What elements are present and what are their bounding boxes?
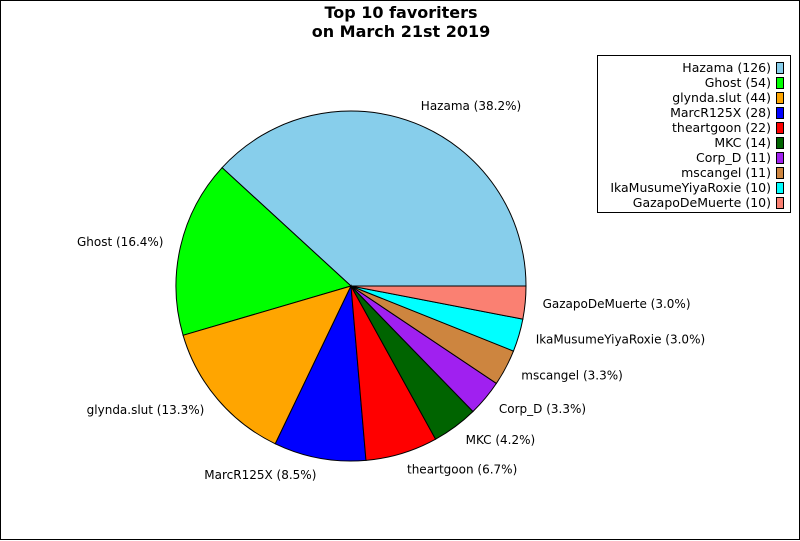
pie-slice-marcr125x — [274, 284, 367, 462]
chart-title: Top 10 favoriters on March 21st 2019 — [311, 3, 491, 41]
legend-item: Ghost (54) — [705, 75, 784, 90]
legend-item: Hazama (126) — [682, 60, 784, 75]
legend-swatch — [776, 136, 784, 149]
legend-swatch — [776, 106, 784, 119]
slice-label: mscangel (3.3%) — [521, 368, 623, 382]
legend-label: GazapoDeMuerte (10) — [632, 195, 771, 210]
legend-swatch — [776, 91, 784, 104]
pie-slice-glynda-slut — [182, 285, 352, 445]
legend-item: GazapoDeMuerte (10) — [633, 195, 784, 210]
legend-item: mscangel (11) — [681, 165, 784, 180]
legend-label: MKC (14) — [714, 135, 771, 150]
slice-label: Corp_D (3.3%) — [499, 402, 586, 416]
legend-label: glynda.slut (44) — [672, 90, 771, 105]
legend-label: Hazama (126) — [682, 60, 771, 75]
legend-swatch — [776, 61, 784, 74]
legend-swatch — [776, 196, 784, 209]
slice-label: Ghost (16.4%) — [77, 235, 164, 249]
legend-item: theartgoon (22) — [672, 120, 784, 135]
legend-label: IkaMusumeYiyaRoxie (10) — [610, 180, 771, 195]
legend-swatch — [776, 121, 784, 134]
legend-label: Corp_D (11) — [696, 150, 771, 165]
slice-label: Hazama (38.2%) — [421, 99, 521, 113]
legend-item: IkaMusumeYiyaRoxie (10) — [610, 180, 784, 195]
legend-item: MarcR125X (28) — [670, 105, 784, 120]
slice-label: IkaMusumeYiyaRoxie (3.0%) — [536, 333, 705, 347]
legend-label: Ghost (54) — [704, 75, 771, 90]
slice-label: MarcR125X (8.5%) — [204, 468, 316, 482]
legend-label: MarcR125X (28) — [670, 105, 771, 120]
legend-swatch — [776, 181, 784, 194]
legend-item: Corp_D (11) — [696, 150, 784, 165]
legend-item: glynda.slut (44) — [672, 90, 784, 105]
legend-swatch — [776, 76, 784, 89]
pie-slice-ghost — [175, 166, 352, 336]
legend: Hazama (126) Ghost (54) glynda.slut (44) Ma… — [597, 55, 791, 213]
legend-swatch — [776, 151, 784, 164]
slice-label: MKC (4.2%) — [466, 433, 536, 447]
pie-slice-hazama — [221, 110, 527, 287]
legend-label: mscangel (11) — [681, 165, 771, 180]
slice-label: glynda.slut (13.3%) — [87, 403, 205, 417]
legend-item: MKC (14) — [714, 135, 784, 150]
slice-label: GazapoDeMuerte (3.0%) — [543, 297, 691, 311]
pie-slice-gazapodemuerte — [350, 285, 527, 320]
legend-swatch — [776, 166, 784, 179]
slice-label: theartgoon (6.7%) — [407, 463, 517, 477]
legend-label: theartgoon (22) — [672, 120, 771, 135]
